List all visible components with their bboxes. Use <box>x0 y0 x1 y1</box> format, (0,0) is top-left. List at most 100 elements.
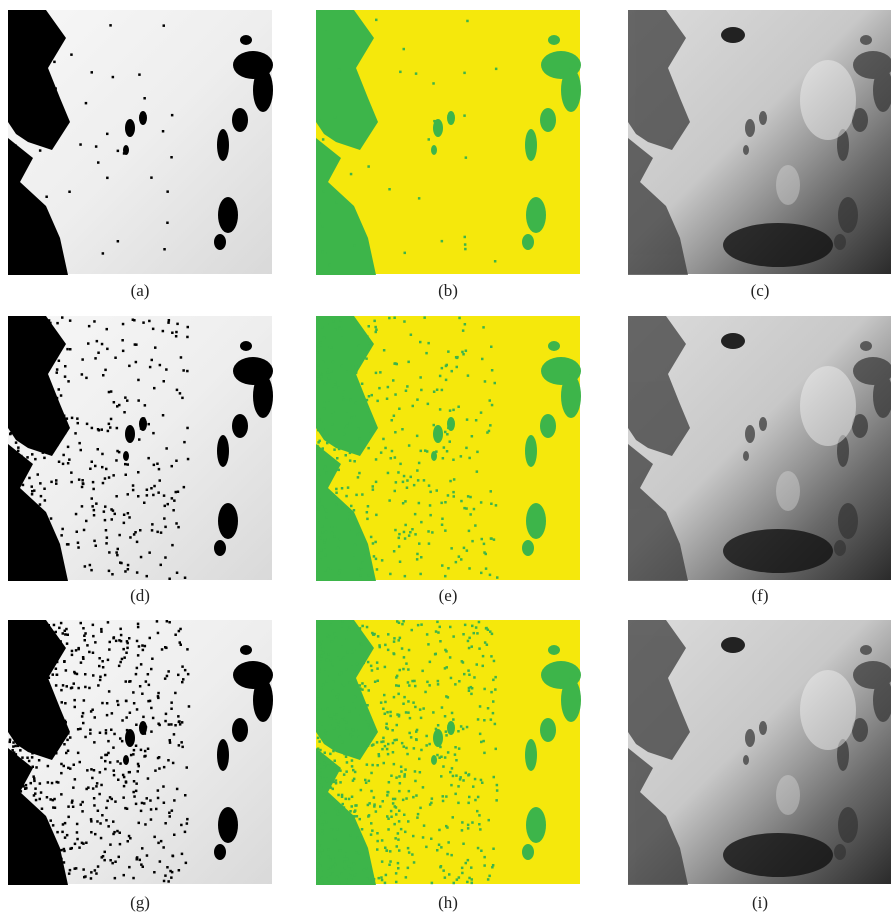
speckle <box>60 793 63 796</box>
speckle <box>318 640 321 643</box>
speckle <box>92 787 95 790</box>
speckle <box>25 468 28 471</box>
speckle <box>147 700 150 703</box>
speckle <box>53 61 56 64</box>
speckle <box>60 534 63 537</box>
speckle <box>50 723 53 726</box>
speckle <box>108 690 111 693</box>
speckle <box>108 551 111 554</box>
speckle <box>354 771 357 774</box>
speckle <box>81 810 84 813</box>
speckle <box>166 190 169 193</box>
speckle <box>9 856 12 859</box>
speckle <box>378 877 381 880</box>
speckle <box>392 798 395 801</box>
speckle <box>491 369 494 372</box>
speckle <box>375 810 378 813</box>
speckle <box>376 661 379 664</box>
speckle <box>394 456 397 459</box>
speckle <box>91 461 94 464</box>
speckle <box>426 450 429 453</box>
speckle <box>343 753 346 756</box>
speckle <box>70 471 73 474</box>
speckle <box>166 675 169 678</box>
speckle <box>143 417 146 420</box>
speckle <box>22 505 25 508</box>
speckle <box>166 620 169 623</box>
speckle <box>48 677 51 680</box>
speckle <box>108 476 111 479</box>
speckle <box>184 831 187 834</box>
speckle <box>321 505 324 508</box>
speckle <box>436 849 439 852</box>
speckle <box>399 463 402 466</box>
speckle <box>8 406 11 409</box>
speckle <box>95 872 98 875</box>
speckle <box>339 683 342 686</box>
speckle <box>485 567 488 570</box>
speckle <box>445 795 448 798</box>
speckle <box>321 531 324 534</box>
speckle <box>40 716 43 719</box>
speckle <box>492 679 495 682</box>
speckle <box>496 789 499 792</box>
speckle <box>425 735 428 738</box>
speckle <box>346 412 349 415</box>
speckle <box>395 806 398 809</box>
speckle <box>149 799 152 802</box>
speckle <box>18 725 21 728</box>
speckle <box>136 571 139 574</box>
speckle <box>27 380 30 383</box>
speckle <box>138 438 141 441</box>
speckle <box>393 640 396 643</box>
speckle <box>334 840 337 843</box>
speckle <box>138 822 141 825</box>
speckle <box>49 349 52 352</box>
speckle <box>149 637 152 640</box>
speckle <box>30 868 33 871</box>
speckle <box>317 541 320 544</box>
speckle <box>83 635 86 638</box>
speckle <box>67 634 70 637</box>
speckle <box>10 762 13 765</box>
speckle <box>26 456 29 459</box>
speckle <box>109 426 112 429</box>
speckle <box>55 482 58 485</box>
speckle <box>348 629 351 632</box>
speckle <box>157 723 160 726</box>
speckle <box>134 531 137 534</box>
speckle <box>128 516 131 519</box>
speckle <box>377 635 380 638</box>
speckle <box>106 177 109 180</box>
speckle <box>38 729 41 732</box>
speckle <box>56 322 59 325</box>
speckle <box>483 864 486 867</box>
speckle <box>494 676 497 679</box>
speckle <box>174 634 177 637</box>
speckle <box>332 750 335 753</box>
speckle <box>49 706 52 709</box>
speckle <box>39 782 42 785</box>
speckle <box>429 803 432 806</box>
speckle <box>44 121 47 124</box>
speckle <box>324 569 327 572</box>
speckle <box>371 632 374 635</box>
speckle <box>90 569 93 572</box>
speckle <box>483 719 486 722</box>
speckle <box>429 661 432 664</box>
speckle <box>329 866 332 869</box>
speckle <box>351 868 354 871</box>
speckle <box>490 718 493 721</box>
speckle <box>446 666 449 669</box>
speckle <box>395 676 398 679</box>
speckle <box>69 348 72 351</box>
speckle <box>444 529 447 532</box>
speckle <box>125 780 128 783</box>
speckle <box>461 821 464 824</box>
speckle <box>420 556 423 559</box>
speckle <box>324 668 327 671</box>
speckle <box>14 369 17 372</box>
speckle <box>66 543 69 546</box>
speckle <box>35 799 38 802</box>
speckle <box>117 548 120 551</box>
